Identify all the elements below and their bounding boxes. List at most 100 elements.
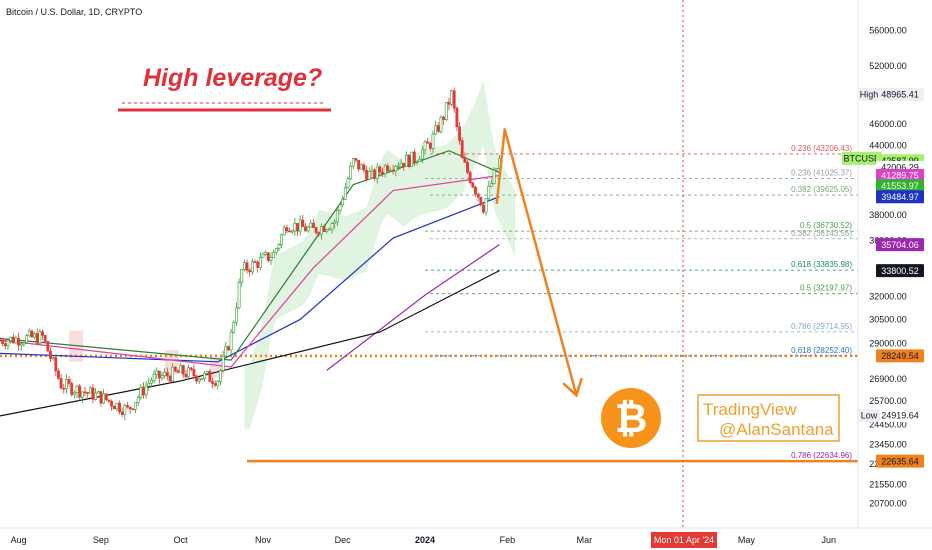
side-tag bbox=[858, 408, 880, 422]
crosshair-date-tag bbox=[651, 532, 717, 548]
x-tick-label: Feb bbox=[500, 535, 516, 545]
candle-body bbox=[176, 370, 180, 373]
candle-body bbox=[410, 151, 414, 167]
candle-body bbox=[229, 331, 233, 351]
candle-body bbox=[30, 330, 34, 338]
x-tick-label: Jun bbox=[822, 535, 837, 545]
candle-body bbox=[157, 370, 161, 379]
candle-body bbox=[150, 380, 153, 384]
price-tag bbox=[876, 179, 924, 193]
candle-body bbox=[115, 402, 119, 410]
y-tick-label: 20700.00 bbox=[869, 499, 907, 509]
candle-body bbox=[463, 157, 467, 163]
fib-label: 0.786 (29714.95) bbox=[791, 322, 852, 331]
moving-average-line bbox=[0, 196, 500, 363]
candle-body bbox=[381, 171, 384, 174]
candle-body bbox=[195, 375, 198, 382]
candle-body bbox=[261, 254, 265, 258]
candle-body bbox=[428, 143, 432, 149]
candle-body bbox=[280, 234, 283, 245]
bitcoin-logo: ₿ bbox=[601, 388, 661, 448]
candle-body bbox=[399, 162, 403, 167]
candle-body bbox=[235, 307, 238, 323]
candle-body bbox=[325, 229, 329, 232]
candle-body bbox=[495, 168, 499, 171]
candle-body bbox=[282, 227, 286, 236]
candle-body bbox=[57, 370, 60, 379]
candle-body bbox=[250, 261, 254, 273]
candle-body bbox=[245, 262, 249, 271]
candle-body bbox=[104, 393, 108, 401]
candle-body bbox=[367, 171, 371, 180]
y-tick-label: 21550.00 bbox=[869, 480, 907, 490]
candle-body bbox=[9, 336, 13, 342]
candle-body bbox=[288, 230, 291, 233]
candle-body bbox=[304, 226, 307, 232]
price-tag bbox=[876, 408, 924, 422]
candle-body bbox=[492, 169, 496, 184]
x-tick-label: Aug bbox=[11, 535, 27, 545]
fib-label: 0.786 (22634.96) bbox=[791, 451, 852, 460]
candle-body bbox=[458, 126, 461, 141]
price-tag-label: 41553.97 bbox=[881, 181, 919, 191]
candle-body bbox=[312, 222, 315, 228]
moving-average-line bbox=[0, 174, 500, 368]
candle-body bbox=[447, 102, 451, 105]
candle-body bbox=[99, 391, 103, 404]
candle-body bbox=[327, 228, 331, 231]
candle-body bbox=[25, 335, 28, 344]
side-tag bbox=[858, 87, 880, 101]
candle-body bbox=[466, 161, 469, 173]
candle-body bbox=[128, 406, 132, 410]
candle-body bbox=[83, 391, 87, 394]
candle-body bbox=[86, 392, 90, 394]
candle-body bbox=[402, 162, 406, 167]
x-tick-label: May bbox=[738, 535, 756, 545]
candle-body bbox=[219, 370, 222, 382]
candle-body bbox=[43, 335, 47, 342]
candle-body bbox=[22, 342, 26, 345]
watermark-box bbox=[697, 394, 840, 442]
candle-body bbox=[144, 385, 148, 396]
candle-body bbox=[11, 336, 15, 344]
time-axis[interactable] bbox=[0, 528, 932, 550]
candle-body bbox=[378, 166, 382, 173]
candle-body bbox=[224, 346, 228, 357]
price-tag-label: 48965.41 bbox=[881, 90, 919, 100]
candle-body bbox=[418, 158, 422, 162]
price-tag-label: 42006.29 bbox=[881, 163, 919, 173]
candle-body bbox=[65, 379, 68, 389]
candle-body bbox=[38, 331, 42, 344]
candle-body bbox=[322, 226, 326, 232]
candle-body bbox=[330, 223, 334, 230]
candle-body bbox=[102, 393, 105, 404]
candle-body bbox=[213, 383, 217, 386]
candle-body bbox=[397, 165, 400, 168]
candle-body bbox=[333, 221, 337, 224]
y-tick-label: 25700.00 bbox=[869, 396, 907, 406]
candle-body bbox=[444, 102, 448, 120]
candle-body bbox=[412, 151, 416, 163]
candle-body bbox=[3, 343, 7, 347]
watermark-line1: TradingView bbox=[703, 400, 797, 419]
candle-body bbox=[33, 333, 36, 338]
fib-label: 0.382 (39625.05) bbox=[791, 185, 852, 194]
price-tag-label: 28249.54 bbox=[881, 351, 919, 361]
y-tick-label: 46000.00 bbox=[869, 119, 907, 129]
y-tick-label: 52000.00 bbox=[869, 61, 907, 71]
candle-body bbox=[274, 248, 278, 253]
candle-body bbox=[434, 125, 438, 135]
candle-body bbox=[351, 158, 355, 167]
fib-label: 0.382 (36143.55) bbox=[791, 229, 852, 238]
fib-label: 0.5 (32197.97) bbox=[800, 284, 852, 293]
candle-body bbox=[41, 331, 44, 336]
candle-body bbox=[142, 386, 145, 396]
y-tick-label: 30500.00 bbox=[869, 314, 907, 324]
y-tick-label: 24450.00 bbox=[869, 420, 907, 430]
candle-body bbox=[354, 158, 358, 161]
candle-body bbox=[407, 154, 411, 167]
candle-body bbox=[389, 170, 392, 172]
candle-body bbox=[394, 166, 398, 172]
